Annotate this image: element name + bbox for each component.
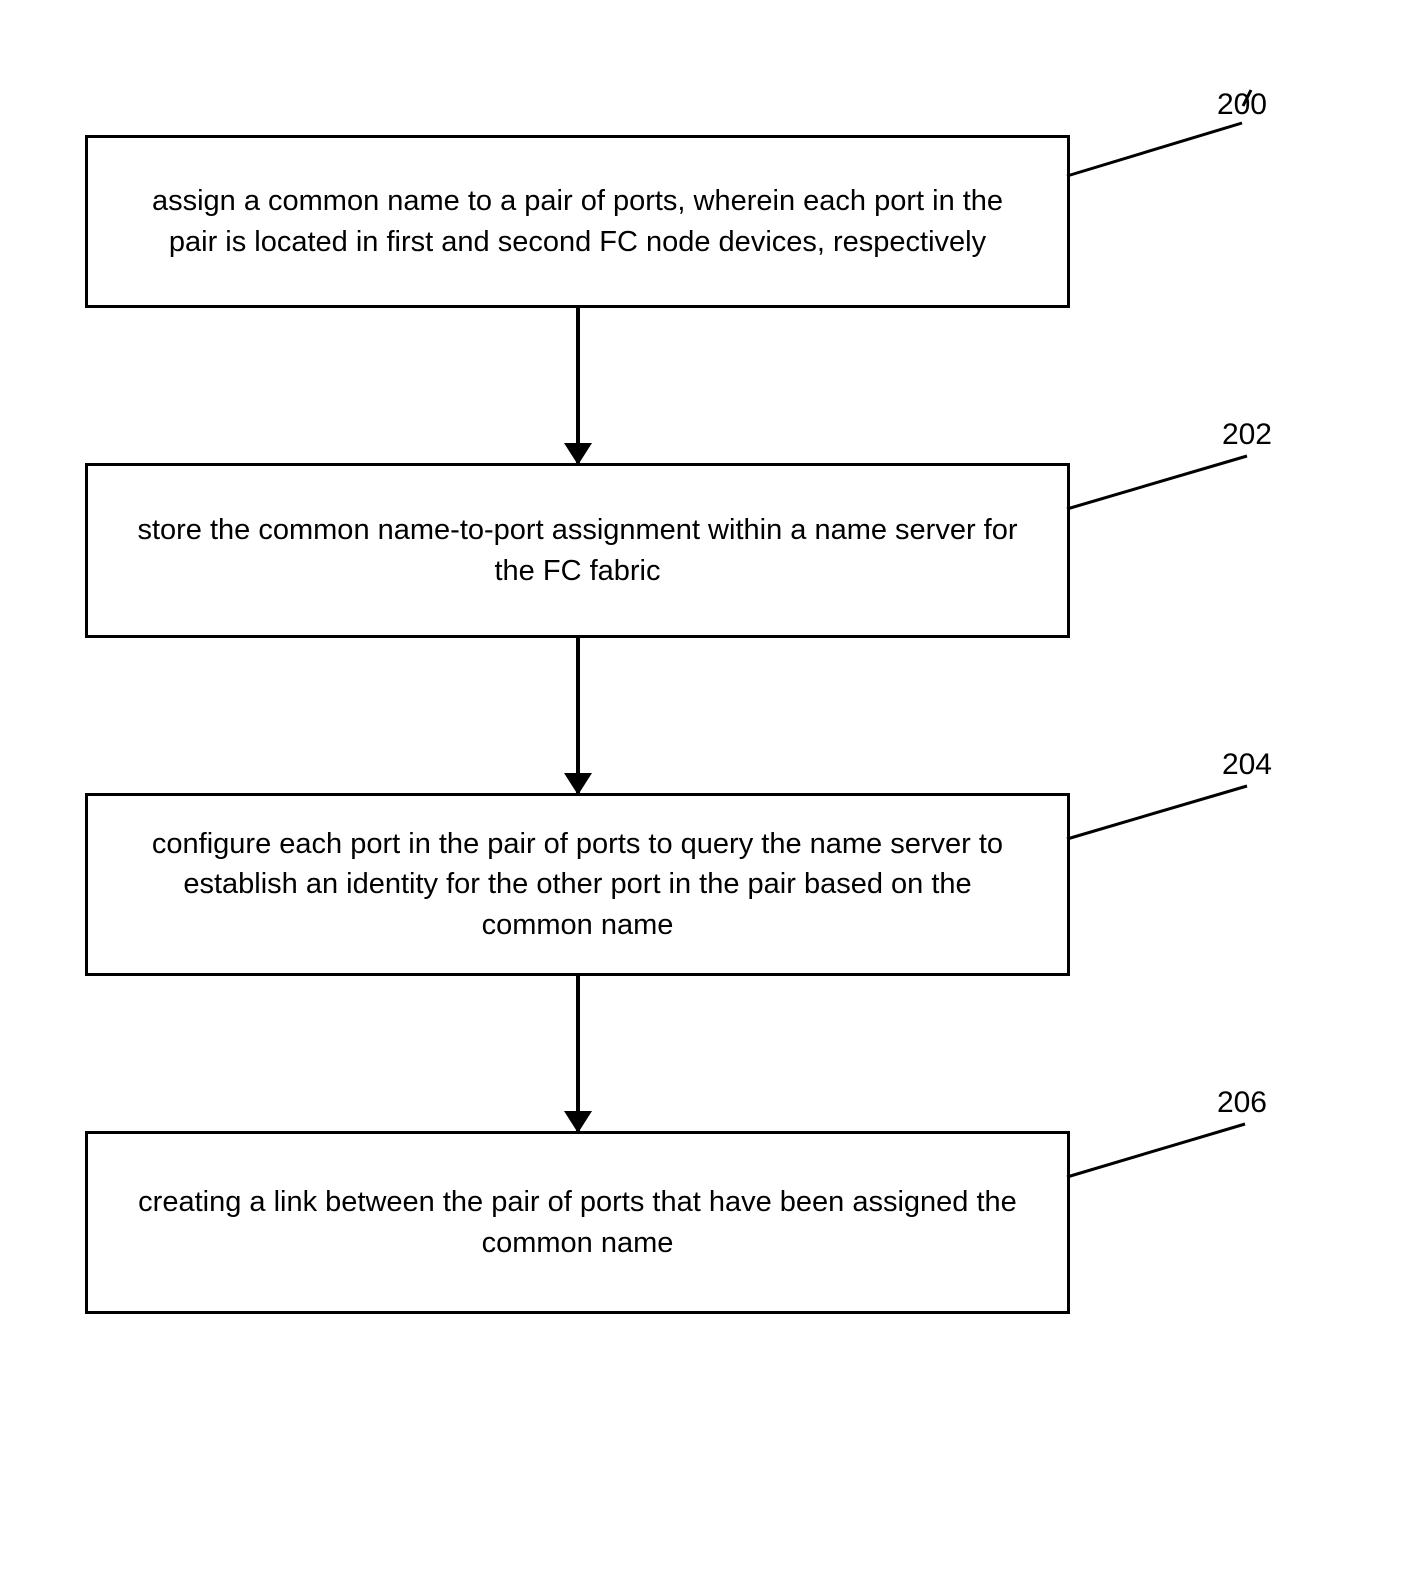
arrow-line (576, 976, 580, 1131)
flowchart-node: configure each port in the pair of ports… (85, 793, 1070, 976)
reference-number: 204 (1222, 748, 1272, 782)
arrow-head-icon (564, 1111, 592, 1133)
arrow-head-icon (564, 443, 592, 465)
flowchart-node: creating a link between the pair of port… (85, 1131, 1070, 1314)
reference-leader-icon (1062, 118, 1252, 188)
node-text: configure each port in the pair of ports… (128, 824, 1027, 944)
reference-number: 200 (1217, 88, 1267, 122)
flowchart-arrow (85, 976, 1070, 1131)
flowchart-arrow (85, 308, 1070, 463)
flowchart-node: assign a common name to a pair of ports,… (85, 135, 1070, 308)
arrow-line (576, 638, 580, 793)
flowchart-node: store the common name-to-port assignment… (85, 463, 1070, 638)
flowchart-arrow (85, 638, 1070, 793)
reference-number: 206 (1217, 1086, 1267, 1120)
node-text: store the common name-to-port assignment… (128, 510, 1027, 590)
arrow-line (576, 308, 580, 463)
reference-leader-icon (1062, 781, 1257, 851)
node-text: creating a link between the pair of port… (128, 1182, 1027, 1262)
arrow-head-icon (564, 773, 592, 795)
reference-leader-icon (1062, 451, 1257, 521)
reference-number: 202 (1222, 418, 1272, 452)
node-text: assign a common name to a pair of ports,… (128, 181, 1027, 261)
reference-leader-icon (1062, 1119, 1255, 1189)
flowchart-container: assign a common name to a pair of ports,… (85, 135, 1325, 1314)
